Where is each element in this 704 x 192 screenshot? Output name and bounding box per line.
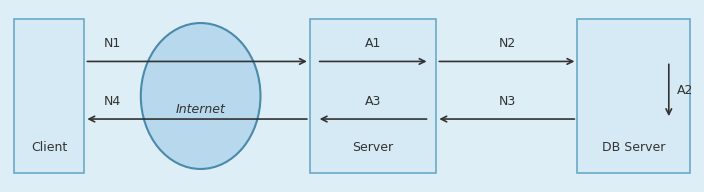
Bar bbox=[14, 19, 84, 173]
Text: A2: A2 bbox=[677, 84, 693, 97]
Text: Internet: Internet bbox=[176, 103, 225, 116]
Text: DB Server: DB Server bbox=[602, 141, 665, 154]
Text: A1: A1 bbox=[365, 37, 382, 50]
Ellipse shape bbox=[141, 23, 260, 169]
Text: N3: N3 bbox=[498, 94, 515, 108]
Bar bbox=[577, 19, 690, 173]
Text: N1: N1 bbox=[104, 37, 121, 50]
Text: Server: Server bbox=[353, 141, 394, 154]
Text: N4: N4 bbox=[104, 94, 121, 108]
Text: Client: Client bbox=[31, 141, 68, 154]
Text: A3: A3 bbox=[365, 94, 382, 108]
Text: N2: N2 bbox=[498, 37, 515, 50]
Bar bbox=[310, 19, 436, 173]
